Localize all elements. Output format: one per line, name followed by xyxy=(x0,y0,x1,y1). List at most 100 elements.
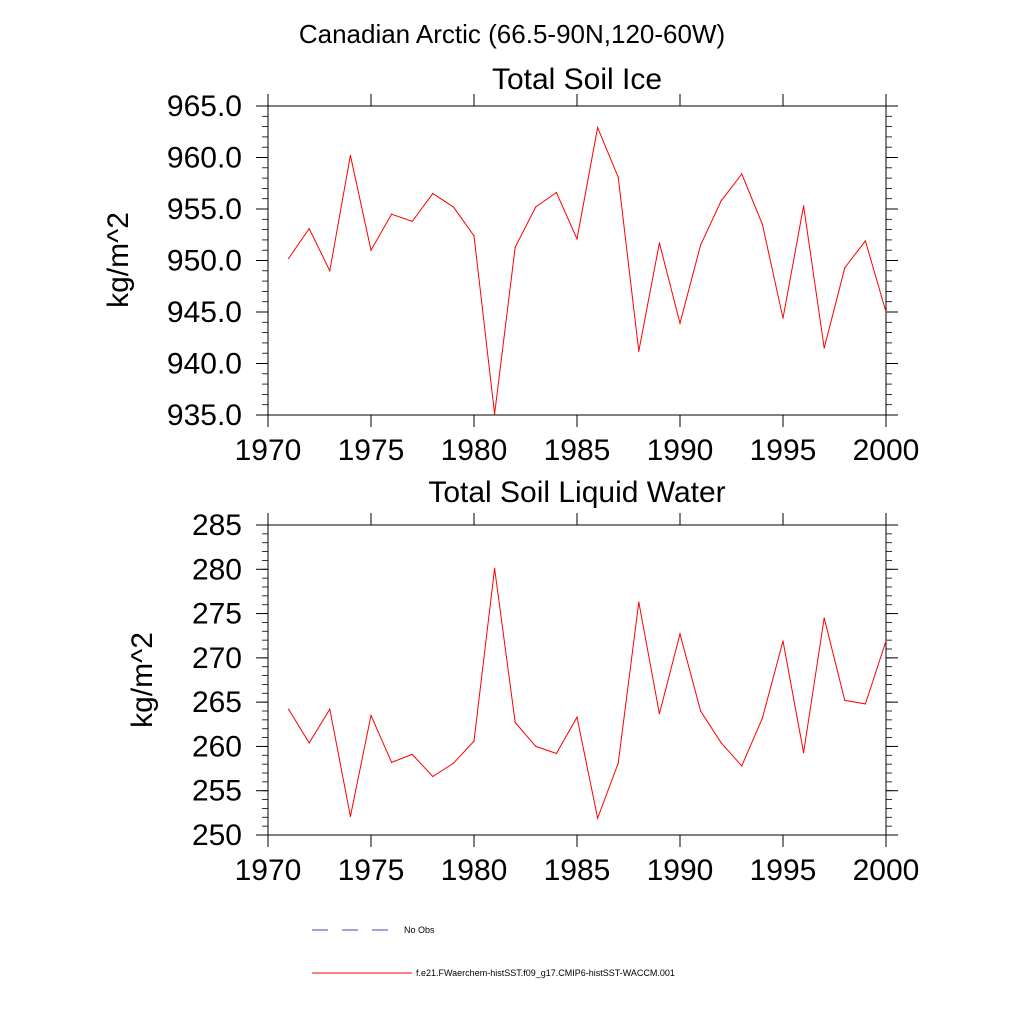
data-point xyxy=(844,699,846,701)
data-point xyxy=(864,703,867,705)
x-tick-label: 1980 xyxy=(441,434,508,467)
data-point xyxy=(576,238,578,240)
y-tick-label: 255 xyxy=(192,775,242,808)
y-tick-label: 280 xyxy=(192,553,242,586)
data-point xyxy=(720,742,722,744)
data-point xyxy=(803,205,805,207)
panel-total-soil-ice: Total Soil Ice kg/m^2 1970 1975 1980 1985 19… xyxy=(102,63,919,467)
data-point xyxy=(473,235,475,237)
legend-label-model: f.e21.FWaerchem-histSST.f09_g17.CMIP6-hi… xyxy=(416,968,675,978)
y-tick-label: 285 xyxy=(192,509,242,542)
series-line xyxy=(288,125,887,415)
y-tick-label: 270 xyxy=(192,642,242,675)
data-point xyxy=(411,220,413,222)
y-tick-label: 960.0 xyxy=(167,142,242,175)
series-line xyxy=(288,568,887,821)
data-point xyxy=(473,740,475,742)
x-tick-label: 2000 xyxy=(853,434,920,467)
data-point xyxy=(823,617,825,619)
y-tick-label: 250 xyxy=(192,819,242,852)
data-point xyxy=(329,270,331,272)
data-point xyxy=(370,249,372,251)
data-point xyxy=(720,200,722,202)
x-tick-label: 1990 xyxy=(647,434,714,467)
x-tick-label: 2000 xyxy=(853,854,920,887)
x-tick-label: 1970 xyxy=(235,434,302,467)
data-point xyxy=(555,752,558,755)
panel-title: Total Soil Ice xyxy=(492,63,662,96)
x-tick-label: 1985 xyxy=(544,854,611,887)
y-tick-label: 965.0 xyxy=(167,90,242,123)
data-point xyxy=(658,242,661,244)
x-tick-label: 1975 xyxy=(338,434,405,467)
data-point xyxy=(885,640,887,642)
data-point xyxy=(535,206,537,208)
data-point xyxy=(782,317,784,319)
y-axis-label: kg/m^2 xyxy=(102,212,135,308)
figure-title: Canadian Arctic (66.5-90N,120-60W) xyxy=(299,19,725,49)
data-point xyxy=(597,817,599,819)
y-tick-label: 935.0 xyxy=(167,399,242,432)
x-tick-label: 1970 xyxy=(235,854,302,887)
data-point xyxy=(432,192,434,195)
data-point xyxy=(288,257,290,260)
panel-title: Total Soil Liquid Water xyxy=(428,476,725,509)
x-tick-label: 1985 xyxy=(544,434,611,467)
data-point xyxy=(761,717,764,719)
data-point xyxy=(370,714,372,717)
y-tick-label: 945.0 xyxy=(167,296,242,329)
data-point xyxy=(617,762,619,764)
x-tick-label: 1990 xyxy=(647,854,714,887)
y-tick-label: 950.0 xyxy=(167,245,242,278)
x-tick-label: 1980 xyxy=(441,854,508,887)
data-point xyxy=(452,762,454,764)
data-point xyxy=(638,601,640,603)
data-point xyxy=(535,745,537,748)
data-point xyxy=(411,753,413,756)
data-point xyxy=(658,713,661,715)
data-point xyxy=(514,721,516,724)
data-point xyxy=(700,244,702,246)
legend-label-no-obs: No Obs xyxy=(404,925,435,935)
data-point xyxy=(391,761,393,763)
y-tick-label: 955.0 xyxy=(167,193,242,226)
data-point xyxy=(741,173,743,175)
data-point xyxy=(782,640,784,642)
data-point xyxy=(349,154,351,157)
x-tick-label: 1995 xyxy=(750,434,817,467)
y-tick-label: 940.0 xyxy=(167,348,242,381)
data-point xyxy=(288,708,290,710)
panel-total-soil-liquid-water: Total Soil Liquid Water kg/m^2 1970 1975 1… xyxy=(126,476,919,887)
data-point xyxy=(308,227,310,230)
data-point xyxy=(823,347,825,349)
data-point xyxy=(864,240,867,242)
data-point xyxy=(308,742,310,744)
data-point xyxy=(494,567,496,570)
data-point xyxy=(638,350,640,352)
data-point xyxy=(494,413,496,415)
data-point xyxy=(576,716,578,718)
y-tick-label: 265 xyxy=(192,686,242,719)
y-axis-label: kg/m^2 xyxy=(126,632,159,728)
data-point xyxy=(349,815,351,818)
x-tick-label: 1995 xyxy=(750,854,817,887)
data-point xyxy=(555,191,558,194)
data-point xyxy=(432,775,434,778)
data-point xyxy=(617,176,619,178)
x-tick-label: 1975 xyxy=(338,854,405,887)
y-tick-label: 275 xyxy=(192,598,242,631)
data-point xyxy=(597,127,599,129)
data-point xyxy=(679,633,681,635)
data-point xyxy=(700,710,702,712)
plot-frame xyxy=(267,524,887,836)
data-point xyxy=(844,267,846,269)
legend: No Obs f.e21.FWaerchem-histSST.f09_g17.C… xyxy=(312,925,675,978)
data-point xyxy=(391,213,393,215)
data-point xyxy=(514,246,516,248)
data-point xyxy=(679,322,681,324)
data-point xyxy=(329,708,331,710)
data-point xyxy=(741,765,743,767)
data-point xyxy=(803,752,805,754)
data-point xyxy=(452,206,454,208)
